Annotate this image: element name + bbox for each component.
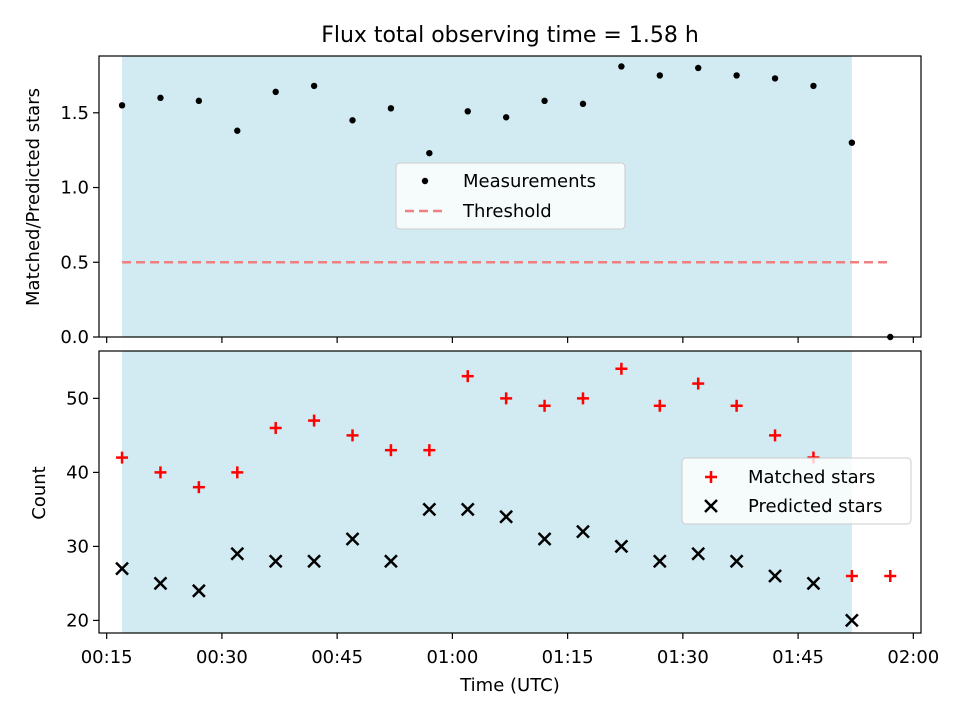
x-tick-label: 01:30 xyxy=(657,647,709,668)
matched-star-point xyxy=(116,451,129,464)
predicted-star-point xyxy=(422,502,437,517)
chart-title: Flux total observing time = 1.58 h xyxy=(321,23,699,48)
bottom-y-tick-label: 50 xyxy=(66,388,89,409)
top-y-tick-label: 1.0 xyxy=(60,178,89,199)
measurement-point xyxy=(310,82,318,90)
matched-star-point xyxy=(346,429,359,442)
bottom-panel: 20 30 40 50 00:15 00:30 00:45 01:00 01:15 01:30 01… xyxy=(29,350,939,696)
measurement-point xyxy=(618,63,625,70)
legend-measurements-marker xyxy=(421,177,429,185)
measurement-point xyxy=(349,117,356,124)
measurement-point xyxy=(426,149,433,157)
x-tick-label: 01:15 xyxy=(542,647,594,668)
predicted-star-point xyxy=(652,554,667,569)
top-legend: Measurements Threshold xyxy=(395,162,626,230)
predicted-star-point xyxy=(768,569,782,583)
matched-star-point xyxy=(384,444,397,457)
legend-threshold-label: Threshold xyxy=(462,201,552,222)
measurement-point xyxy=(771,75,779,82)
matched-star-point xyxy=(538,399,551,412)
top-y-tick-label: 0.5 xyxy=(60,252,89,273)
measurement-point xyxy=(118,102,126,109)
measurement-point xyxy=(195,97,203,105)
matched-star-point xyxy=(769,429,782,442)
top-y-tick-label: 1.5 xyxy=(60,103,89,124)
measurement-point xyxy=(695,64,702,72)
predicted-star-point xyxy=(729,554,744,569)
legend-measurements-label: Measurements xyxy=(463,171,596,192)
x-tick-label: 01:00 xyxy=(426,647,478,668)
bottom-legend-box xyxy=(681,457,912,525)
predicted-star-point xyxy=(806,576,821,591)
top-y-tick-label: 0.0 xyxy=(60,327,89,348)
matched-star-point xyxy=(730,399,743,412)
matched-star-point xyxy=(576,392,589,405)
bottom-legend: Matched stars Predicted stars xyxy=(681,457,912,525)
predicted-star-point xyxy=(691,546,706,561)
legend-predicted-label: Predicted stars xyxy=(748,496,882,517)
predicted-star-point xyxy=(499,509,514,524)
predicted-star-point xyxy=(115,561,129,576)
predicted-star-point xyxy=(537,532,552,546)
measurement-point xyxy=(464,108,471,115)
matched-star-point xyxy=(692,377,705,390)
top-plot-frame xyxy=(98,55,922,338)
predicted-star-point xyxy=(268,554,283,569)
legend-matched-marker xyxy=(705,471,717,483)
matched-star-point xyxy=(423,444,436,457)
measurement-point xyxy=(234,127,241,134)
predicted-star-point xyxy=(191,583,206,598)
matched-star-point xyxy=(500,392,513,405)
predicted-star-point xyxy=(614,539,629,554)
matched-star-point xyxy=(231,466,244,479)
predicted-star-point xyxy=(460,502,475,517)
top-y-axis-label: Matched/Predicted stars xyxy=(23,88,44,306)
x-tick-label: 02:00 xyxy=(887,647,939,668)
legend-matched-label: Matched stars xyxy=(748,467,875,488)
measurement-point xyxy=(579,100,587,108)
measurement-point xyxy=(656,72,664,79)
legend-predicted-marker xyxy=(704,499,718,513)
matched-star-point xyxy=(461,370,474,383)
x-tick-label: 00:15 xyxy=(81,647,133,668)
measurement-point xyxy=(848,139,856,146)
matched-star-point xyxy=(653,399,666,412)
predicted-star-point xyxy=(230,546,245,561)
measurement-point xyxy=(157,94,164,102)
predicted-star-point xyxy=(576,524,590,539)
predicted-star-point xyxy=(384,554,398,569)
matched-star-point xyxy=(845,570,858,583)
measurement-point xyxy=(733,72,740,79)
top-panel: 0.0 0.5 1.0 1.5 Matched/Predicted stars Mea… xyxy=(23,55,922,348)
bottom-y-tick-label: 40 xyxy=(66,462,89,483)
matched-star-point xyxy=(154,466,167,479)
bottom-y-tick-label: 20 xyxy=(66,610,89,631)
bottom-y-axis-label: Count xyxy=(29,466,50,519)
matched-star-point xyxy=(308,414,321,427)
measurement-point xyxy=(502,114,510,121)
matched-star-point xyxy=(884,570,897,583)
matched-star-point xyxy=(269,421,282,434)
predicted-star-point xyxy=(307,554,321,569)
x-tick-label: 01:45 xyxy=(772,647,824,668)
x-tick-label: 00:45 xyxy=(311,647,363,668)
matched-star-point xyxy=(192,481,205,494)
x-axis-label: Time (UTC) xyxy=(459,675,560,696)
matched-star-point xyxy=(615,362,628,375)
top-legend-box xyxy=(395,162,626,230)
predicted-star-point xyxy=(844,613,859,628)
measurement-point xyxy=(272,88,279,96)
measurement-point xyxy=(810,82,817,90)
measurement-point xyxy=(541,97,548,105)
x-tick-label: 00:30 xyxy=(196,647,248,668)
predicted-star-point xyxy=(153,576,168,591)
predicted-star-point xyxy=(345,532,360,546)
measurement-point xyxy=(387,105,395,112)
bottom-plot-frame xyxy=(98,350,922,634)
bottom-y-tick-label: 30 xyxy=(66,536,89,557)
